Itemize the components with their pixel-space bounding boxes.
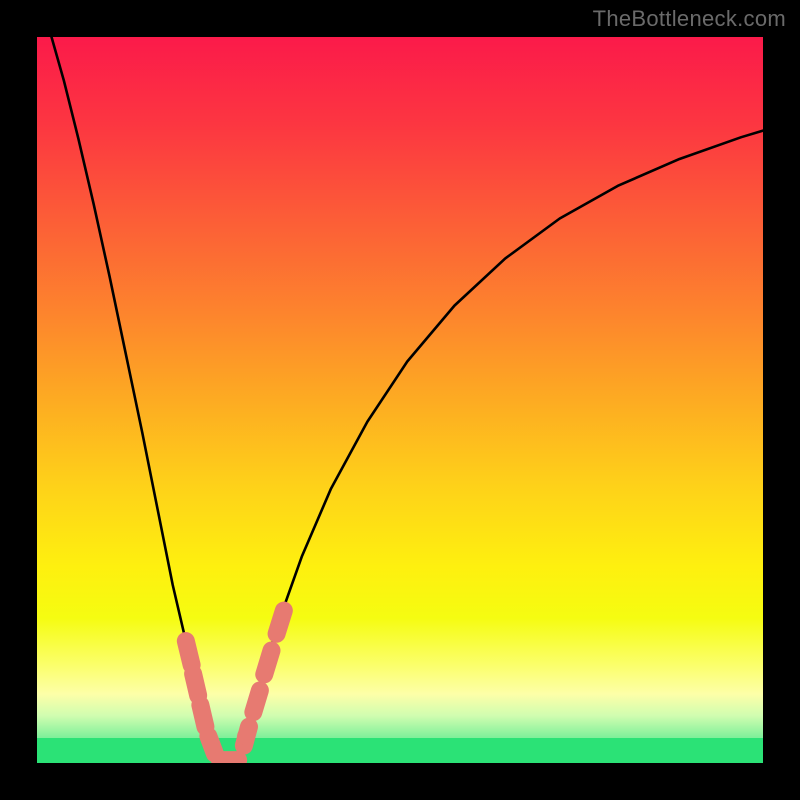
plot-svg-layer xyxy=(37,37,763,763)
marker-capsule xyxy=(264,650,271,674)
marker-capsule xyxy=(186,641,192,665)
marker-capsule xyxy=(253,690,260,712)
marker-dot xyxy=(237,727,255,745)
curve-right-branch xyxy=(226,131,763,763)
marker-capsule xyxy=(277,611,284,634)
marker-capsule xyxy=(208,736,215,753)
markers-group xyxy=(186,611,284,761)
marker-capsule xyxy=(193,674,198,696)
curve-left-branch xyxy=(52,37,226,763)
watermark-text: TheBottleneck.com xyxy=(593,6,786,32)
marker-capsule xyxy=(200,705,205,727)
plot-area xyxy=(37,37,763,763)
